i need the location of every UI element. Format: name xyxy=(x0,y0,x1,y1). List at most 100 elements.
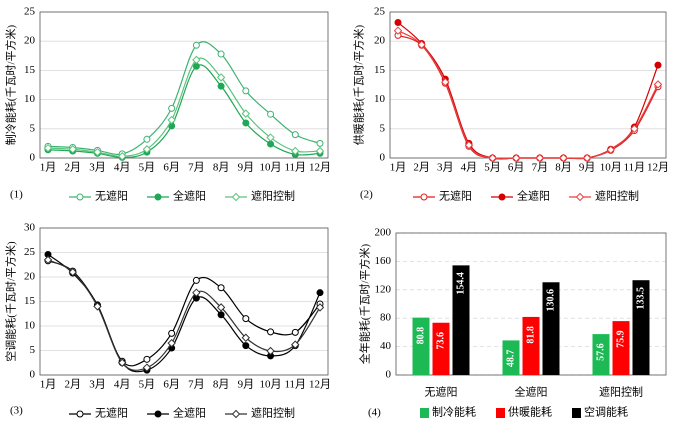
x-tick-label: 4月 xyxy=(461,162,478,174)
data-label: 81.8 xyxy=(525,326,536,344)
marker xyxy=(231,192,241,202)
y-axis-title: 全年能耗(千瓦时/平方米) xyxy=(358,243,372,364)
marker xyxy=(267,110,275,118)
marker xyxy=(654,61,662,69)
marker xyxy=(43,255,53,265)
legend-label: 无遮阳 xyxy=(95,189,128,203)
marker xyxy=(217,284,225,292)
legend-swatch xyxy=(496,408,505,418)
y-tick-label: 80 xyxy=(380,312,392,324)
x-tick-label: 3月 xyxy=(89,379,106,391)
panel-label: (4) xyxy=(368,407,381,419)
y-tick-label: 20 xyxy=(24,271,36,283)
marker xyxy=(76,410,84,418)
marker xyxy=(154,410,162,418)
x-tick-label: 9月 xyxy=(238,379,255,391)
legend-label: 全遮阳 xyxy=(517,189,550,203)
plot-frame xyxy=(39,11,329,159)
x-tick-label: 12月 xyxy=(647,162,669,174)
marker xyxy=(142,363,152,372)
marker xyxy=(242,342,250,350)
legend-label: 供暖能耗 xyxy=(508,405,552,419)
x-tick-label: 10月 xyxy=(600,162,622,174)
series-line xyxy=(397,22,659,160)
data-label: 133.5 xyxy=(635,287,646,310)
legend-swatch xyxy=(420,408,429,418)
x-tick-label: 1月 xyxy=(390,162,407,174)
marker xyxy=(192,288,201,297)
marker xyxy=(117,358,127,367)
marker xyxy=(315,146,325,156)
y-tick-label: 0 xyxy=(386,369,392,381)
series-line xyxy=(47,253,321,373)
marker xyxy=(192,41,200,49)
x-tick-label: 5月 xyxy=(139,162,156,174)
marker xyxy=(168,329,176,337)
y-tick-label: 200 xyxy=(375,227,392,239)
marker xyxy=(242,87,250,95)
x-tick-label: 8月 xyxy=(555,162,572,174)
bar xyxy=(632,280,650,375)
marker xyxy=(93,302,102,311)
bar xyxy=(452,265,470,375)
x-tick-label: 8月 xyxy=(213,162,230,174)
marker xyxy=(316,139,324,147)
y-tick-label: 5 xyxy=(380,122,386,134)
y-axis-title: 制冷能耗(千瓦时/平方米) xyxy=(4,24,18,145)
data-label: 48.7 xyxy=(505,350,516,368)
panel-label: (2) xyxy=(360,189,373,201)
x-tick-label: 4月 xyxy=(114,162,131,174)
marker xyxy=(143,355,151,363)
marker xyxy=(267,328,275,336)
series-line xyxy=(397,34,659,160)
marker xyxy=(266,346,275,356)
marker xyxy=(630,124,639,134)
marker xyxy=(291,146,300,156)
marker xyxy=(143,135,151,143)
x-tick-label: 4月 xyxy=(114,379,131,391)
marker xyxy=(653,80,663,89)
plot-frame xyxy=(389,11,667,159)
y-tick-label: 20 xyxy=(24,35,36,47)
x-tick-label: 3月 xyxy=(89,162,106,174)
marker xyxy=(117,152,127,161)
x-tick-label: 10月 xyxy=(260,162,282,174)
bar xyxy=(432,322,450,375)
marker xyxy=(315,303,325,312)
marker xyxy=(168,104,176,112)
y-tick-label: 20 xyxy=(374,35,386,47)
marker xyxy=(535,153,545,163)
legend-label: 空调能耗 xyxy=(584,405,628,419)
x-tick-label: 6月 xyxy=(163,162,180,174)
data-label: 57.6 xyxy=(595,343,606,361)
bar xyxy=(412,317,430,375)
x-tick-label: 1月 xyxy=(40,379,57,391)
x-tick-label: 11月 xyxy=(284,379,306,391)
y-tick-label: 25 xyxy=(24,246,36,258)
legend-swatch xyxy=(572,408,581,418)
marker xyxy=(575,192,585,202)
x-tick-label: 7月 xyxy=(188,379,205,391)
legend-label: 全遮阳 xyxy=(173,189,206,203)
legend-label: 无遮阳 xyxy=(95,406,128,420)
y-tick-label: 10 xyxy=(24,93,36,105)
y-tick-label: 5 xyxy=(30,344,36,356)
marker xyxy=(464,140,474,150)
marker xyxy=(216,73,226,82)
y-tick-label: 25 xyxy=(374,6,386,18)
bar xyxy=(612,321,630,375)
x-tick-label: 11月 xyxy=(624,162,646,174)
marker xyxy=(167,338,176,348)
plot-frame xyxy=(39,227,329,376)
marker xyxy=(559,153,568,163)
marker xyxy=(606,145,615,155)
data-label: 130.6 xyxy=(545,289,556,312)
x-tick-label: 1月 xyxy=(40,162,57,174)
x-tick-label: 8月 xyxy=(213,379,230,391)
panel-label: (1) xyxy=(10,189,23,201)
marker xyxy=(241,109,251,118)
y-tick-label: 5 xyxy=(30,122,36,134)
marker xyxy=(417,40,426,49)
marker xyxy=(242,119,250,127)
x-tick-label: 12月 xyxy=(309,162,331,174)
